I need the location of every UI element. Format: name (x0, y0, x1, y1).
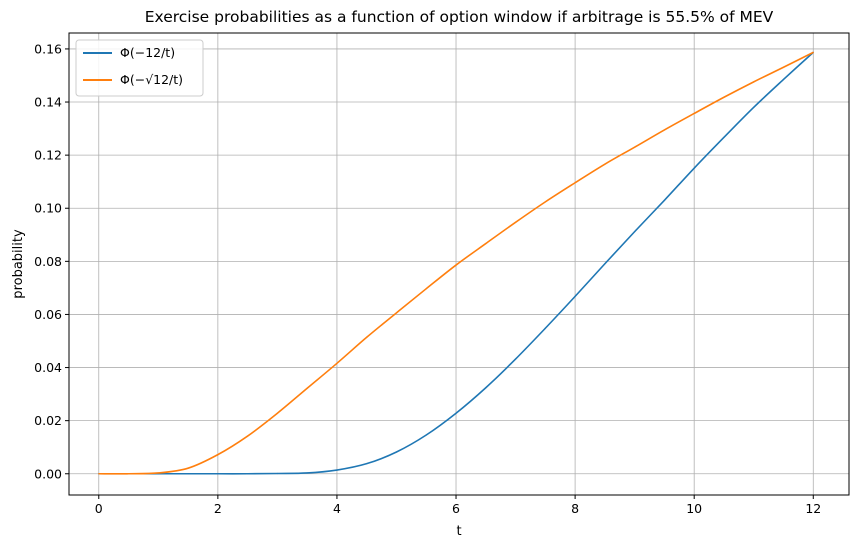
data-point (544, 327, 546, 329)
data-point (455, 264, 457, 266)
x-tick-label: 4 (333, 501, 341, 516)
data-point (366, 463, 368, 465)
data-point (812, 51, 814, 53)
data-point (723, 96, 725, 98)
x-axis-label: t (456, 524, 461, 539)
data-point (306, 472, 308, 474)
data-point (127, 473, 130, 475)
data-point (753, 106, 755, 108)
data-point (395, 451, 398, 453)
y-tick-label: 0.02 (34, 413, 62, 428)
data-point (276, 472, 278, 475)
x-tick-label: 10 (686, 501, 702, 516)
data-point (514, 358, 517, 360)
legend: Φ(−12/t) Φ(−√12/t) (75, 39, 204, 97)
data-point (574, 182, 576, 184)
data-point (157, 472, 159, 474)
x-tick-label: 8 (571, 501, 579, 516)
data-point (634, 231, 636, 233)
data-point (634, 146, 636, 148)
data-point (514, 221, 517, 223)
data-point (544, 201, 546, 203)
data-point (306, 387, 308, 389)
data-point (247, 473, 249, 475)
legend-label-series-2: Φ(−√12/t) (120, 72, 183, 87)
data-point (336, 362, 338, 364)
y-tick-label: 0.06 (34, 307, 62, 322)
x-tick-label: 6 (452, 501, 460, 516)
x-tick-label: 12 (805, 501, 821, 516)
data-point (574, 295, 576, 297)
x-tick-label: 0 (95, 501, 103, 516)
series-2 (98, 51, 814, 475)
data-point (425, 288, 427, 290)
y-axis: 0.00 0.02 0.04 0.06 0.08 0.10 0.12 0.14 0.16 (34, 41, 69, 481)
chart-title: Exercise probabilities as a function of … (145, 8, 774, 26)
x-axis: 0 2 4 6 8 10 12 (95, 495, 821, 516)
y-axis-label: probability (11, 229, 26, 299)
data-point (782, 78, 785, 81)
data-point (693, 167, 695, 169)
data-point (247, 435, 249, 437)
plot-frame (68, 32, 850, 496)
data-point (455, 412, 457, 414)
data-point (425, 434, 427, 436)
y-tick-label: 0.12 (34, 148, 62, 163)
data-point (98, 473, 100, 475)
legend-label-series-1: Φ(−12/t) (120, 45, 175, 60)
data-point (336, 469, 338, 471)
data-point (395, 312, 398, 314)
data-point (663, 129, 666, 131)
y-tick-label: 0.10 (34, 201, 62, 216)
data-point (187, 473, 189, 475)
data-point (217, 454, 219, 456)
data-point (604, 163, 606, 165)
y-tick-label: 0.04 (34, 360, 62, 375)
data-point (485, 242, 487, 245)
y-tick-label: 0.00 (34, 466, 62, 481)
y-tick-label: 0.16 (34, 41, 62, 56)
data-point (723, 136, 725, 138)
data-point (663, 199, 666, 201)
data-point (782, 66, 785, 68)
series-layer (98, 51, 814, 475)
data-point (485, 387, 487, 389)
y-tick-label: 0.08 (34, 254, 62, 269)
data-point (217, 473, 219, 475)
data-point (187, 467, 189, 469)
data-point (366, 336, 368, 338)
x-tick-label: 2 (214, 501, 222, 516)
data-point (604, 263, 606, 265)
data-point (693, 112, 695, 115)
data-point (753, 81, 755, 83)
data-point (276, 412, 278, 414)
y-tick-label: 0.14 (34, 95, 62, 110)
